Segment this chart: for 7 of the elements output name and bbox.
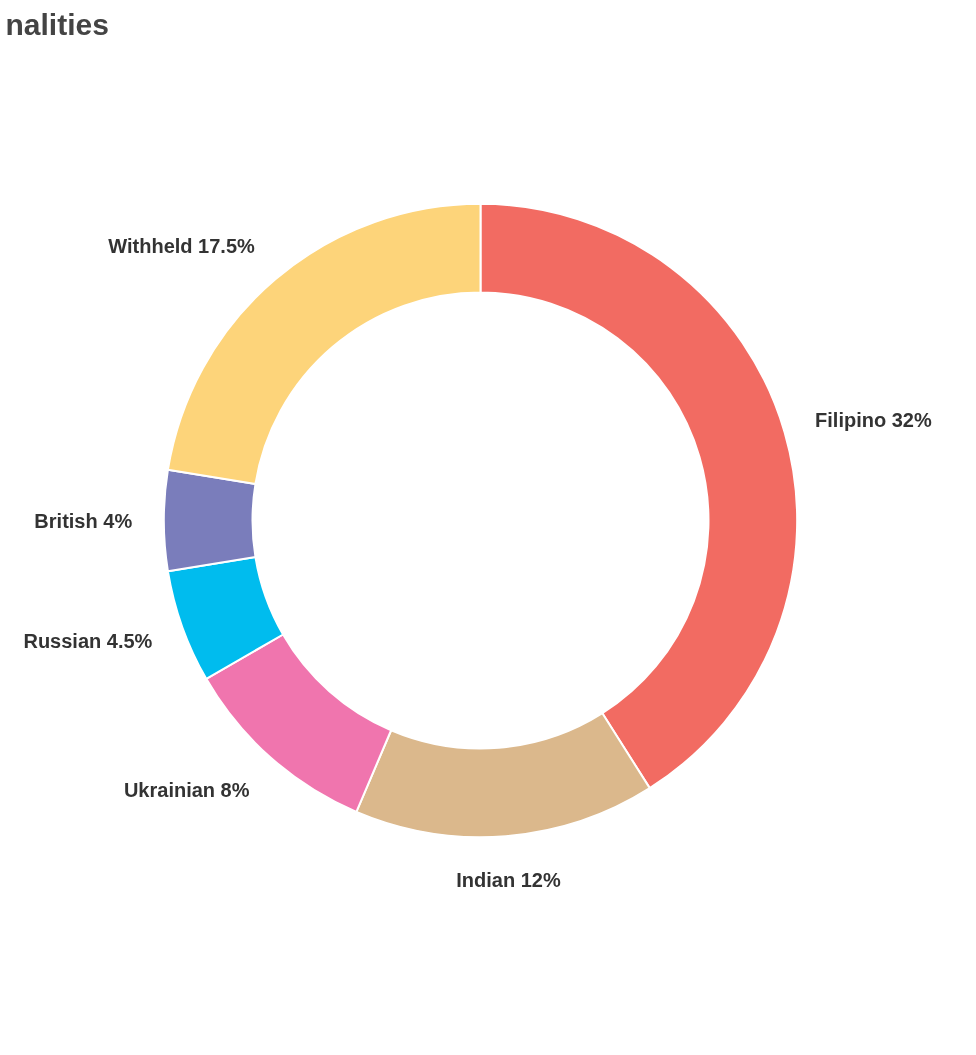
slice-label: Russian 4.5% bbox=[23, 630, 153, 653]
slice-label: Indian 12% bbox=[456, 868, 561, 891]
chart-title: nalities bbox=[5, 7, 109, 41]
slice-label: Filipino 32% bbox=[815, 409, 932, 432]
slice-label: Withheld 17.5% bbox=[108, 235, 256, 258]
slice-label: Ukrainian 8% bbox=[123, 779, 250, 802]
slice-label: British 4% bbox=[34, 509, 133, 532]
